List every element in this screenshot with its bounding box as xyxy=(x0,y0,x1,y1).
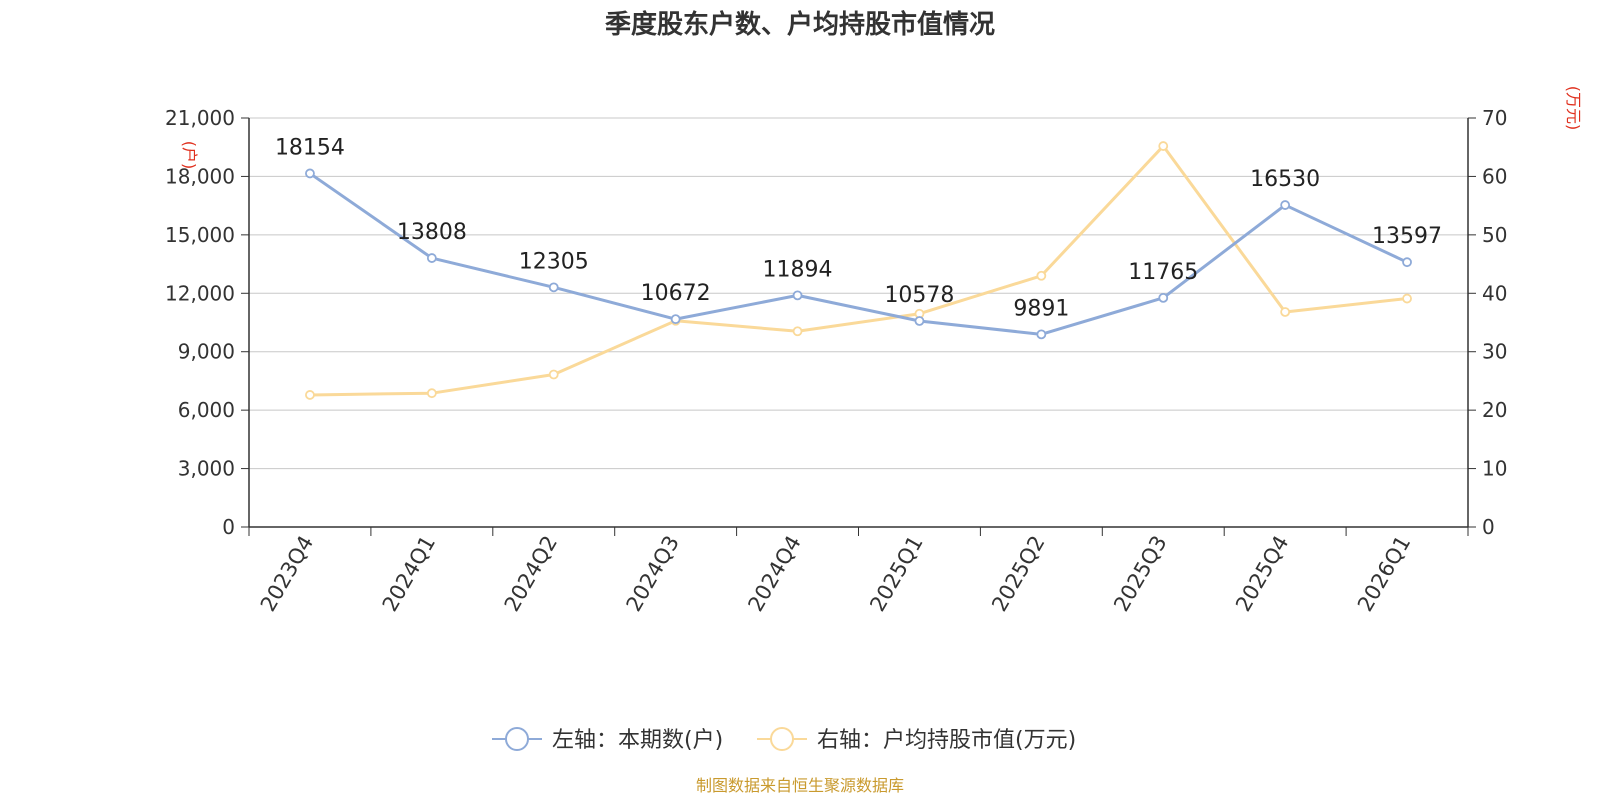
data-label: 11765 xyxy=(1128,260,1198,285)
x-axis-tick-label: 2023Q4 xyxy=(256,532,318,616)
x-axis-tick-label: 2024Q1 xyxy=(378,532,440,616)
left-axis-tick-label: 3,000 xyxy=(178,457,235,481)
data-label: 11894 xyxy=(763,257,833,282)
data-label: 13808 xyxy=(397,220,467,245)
data-label: 16530 xyxy=(1250,167,1320,192)
left-axis-tick-label: 12,000 xyxy=(165,281,235,305)
shareholders-series-point xyxy=(1280,200,1291,210)
right-axis-unit: (万元) xyxy=(1564,86,1583,131)
x-axis-tick-label: 2025Q2 xyxy=(987,532,1049,616)
market-value-series-point xyxy=(792,326,803,337)
shareholders-series-point xyxy=(548,282,559,293)
legend-shareholders-marker xyxy=(505,727,529,751)
shareholders-series-point xyxy=(1036,329,1047,340)
x-axis-tick-label: 2024Q4 xyxy=(743,532,805,616)
shareholders-series-point xyxy=(670,314,681,325)
data-label: 10578 xyxy=(884,283,954,308)
legend-shareholders-label: 左轴：本期数(户) xyxy=(552,728,723,753)
market-value-series-point xyxy=(305,390,315,400)
data-label: 18154 xyxy=(275,135,345,160)
left-axis-tick-label: 9,000 xyxy=(178,340,235,364)
right-axis-tick-label: 70 xyxy=(1482,106,1507,130)
x-axis-tick-label: 2025Q4 xyxy=(1231,532,1293,616)
shareholders-series-point xyxy=(914,316,925,326)
data-label: 10672 xyxy=(641,281,711,306)
market-value-series-point xyxy=(1158,141,1169,151)
x-axis-tick-label: 2025Q1 xyxy=(865,532,927,616)
left-axis-tick-label: 0 xyxy=(222,515,235,539)
right-axis-tick-label: 0 xyxy=(1482,515,1495,539)
x-axis-tick-label: 2024Q2 xyxy=(500,532,562,616)
market-value-series-point xyxy=(426,388,437,399)
shareholders-series-point xyxy=(792,290,803,301)
right-axis-tick-label: 60 xyxy=(1482,164,1507,188)
shareholders-series-point xyxy=(305,168,315,179)
legend-market-value-marker xyxy=(770,727,794,751)
shareholders-series-line xyxy=(309,172,1408,336)
chart-title: 季度股东户数、户均持股市值情况 xyxy=(604,10,995,40)
shareholders-series-point xyxy=(426,253,437,263)
shareholders-series-point xyxy=(1402,257,1412,268)
x-axis-tick-label: 2026Q1 xyxy=(1353,532,1415,616)
right-axis-tick-label: 30 xyxy=(1482,340,1507,364)
right-axis-tick-label: 40 xyxy=(1482,281,1507,305)
market-value-series-point xyxy=(1280,307,1291,317)
legend-market-value-label: 右轴：户均持股市值(万元) xyxy=(817,728,1076,753)
market-value-series-point xyxy=(1402,293,1412,304)
source-note: 制图数据来自恒生聚源数据库 xyxy=(695,776,904,795)
market-value-series-line xyxy=(309,144,1408,397)
left-axis-tick-label: 6,000 xyxy=(178,398,235,422)
market-value-series-point xyxy=(1036,270,1047,281)
data-label: 9891 xyxy=(1013,296,1069,321)
right-axis-tick-label: 10 xyxy=(1482,457,1507,481)
shareholders-series-point xyxy=(1158,292,1169,303)
right-axis-tick-label: 50 xyxy=(1482,223,1507,247)
left-axis-tick-label: 15,000 xyxy=(165,223,235,247)
data-label: 13597 xyxy=(1372,224,1442,249)
right-axis-tick-label: 20 xyxy=(1482,398,1507,422)
market-value-series-point xyxy=(548,369,559,380)
x-axis-tick-label: 2025Q3 xyxy=(1109,532,1171,616)
left-axis-tick-label: 18,000 xyxy=(165,164,235,188)
x-axis-tick-label: 2024Q3 xyxy=(622,532,684,616)
left-axis-tick-label: 21,000 xyxy=(165,106,235,130)
left-axis-unit: (户) xyxy=(180,141,199,170)
data-label: 12305 xyxy=(519,249,589,274)
